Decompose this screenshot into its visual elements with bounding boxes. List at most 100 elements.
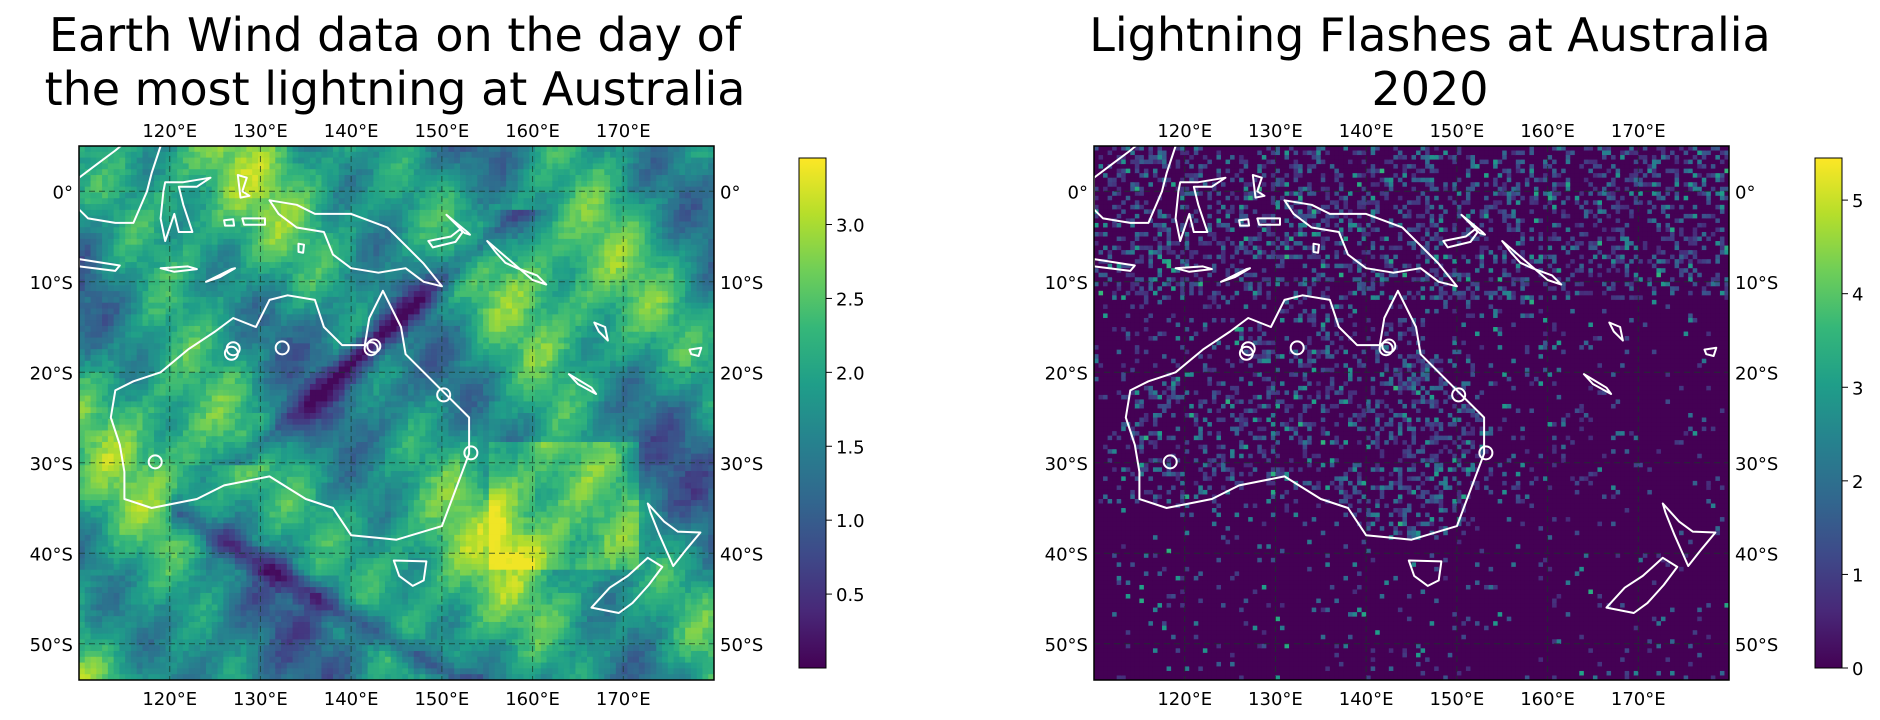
coastline-newireland [1460,213,1486,236]
y-tick-label-right: 10°S [720,273,763,294]
y-tick-label-right: 20°S [1735,363,1778,384]
colorbar-tick-label: 2.5 [836,289,865,310]
coastline-buru [1238,218,1251,227]
lake-outline [366,338,382,354]
map-frame [1093,145,1730,681]
x-tick-label-top: 140°E [1339,121,1394,142]
y-tick-label-left: 40°S [30,544,73,565]
x-tick-label-bottom: 170°E [1611,689,1666,710]
coastline-java [1094,258,1136,272]
coastline-sulawesi [1174,176,1227,242]
heatmap-cells [1094,146,1729,680]
coastline-newcal [1582,373,1613,395]
coastline-flores [1174,265,1213,273]
y-tick-label-left: 0° [53,182,73,203]
coastline-fiji [1703,346,1718,357]
x-tick-label-top: 150°E [414,121,469,142]
coastline-nz_south [590,556,664,614]
x-tick-label-bottom: 160°E [505,689,560,710]
x-tick-label-top: 160°E [1520,121,1575,142]
lake-outline [223,345,239,361]
y-tick-label-left: 30°S [30,454,73,475]
x-tick-label-top: 140°E [324,121,379,142]
y-tick-label-left: 50°S [30,635,73,656]
x-tick-label-bottom: 160°E [1520,689,1575,710]
coastline-halmahera [236,174,251,199]
left-title-line-1: Earth Wind data on the day of [0,8,790,62]
x-tick-label-bottom: 120°E [142,689,197,710]
lake-outline [1238,345,1254,361]
colorbar-tick-label: 1.5 [836,437,865,458]
coastline-flores [159,265,198,273]
lake-outline [1478,445,1494,461]
lake-outline [463,445,479,461]
coastline-vanuatu [1608,321,1624,342]
lake-outline [274,340,290,356]
y-tick-label-left: 10°S [30,273,73,294]
x-tick-label-bottom: 120°E [1157,689,1212,710]
colorbar: 0.5 1.0 1.5 2.0 2.5 3.0 [798,157,865,669]
colorbar-tick-label: 5 [1852,191,1863,212]
lake-outline [1289,340,1305,356]
lake-outline [1451,387,1467,403]
colorbar-tick-label: 3 [1852,378,1863,399]
x-tick-label-bottom: 150°E [414,689,469,710]
x-tick-label-top: 170°E [1611,121,1666,142]
coastline-aru [1312,242,1320,254]
x-tick-label-top: 120°E [1157,121,1212,142]
left-chart-title: Earth Wind data on the day of the most l… [0,8,790,116]
x-tick-label-bottom: 140°E [1339,689,1394,710]
coastline-tasmania [1407,559,1443,587]
y-tick-label-right: 50°S [1735,635,1778,656]
gridlines [79,146,714,680]
x-tick-label-bottom: 170°E [596,689,651,710]
coastline-australia [1124,289,1486,541]
coastlines [1094,146,1718,614]
x-tick-label-top: 120°E [142,121,197,142]
lake-outline [436,387,452,403]
y-tick-label-left: 0° [1068,182,1088,203]
colorbar-gradient [1814,157,1843,669]
coastline-halmahera [1251,174,1266,199]
coastline-newireland [445,213,471,236]
y-tick-label-left: 40°S [1045,544,1088,565]
coastline-borneo [1094,146,1177,224]
left-title-line-2: the most lightning at Australia [0,62,790,116]
colorbar: 0 1 2 3 4 5 [1814,157,1863,680]
coastline-newguinea [268,199,443,288]
colorbar-tick-label: 1 [1852,565,1863,586]
lake-outline [1378,341,1394,357]
x-tick-label-bottom: 130°E [1248,689,1303,710]
coastline-sulawesi [159,176,212,242]
y-tick-label-left: 30°S [1045,454,1088,475]
right-chart-title: Lightning Flashes at Australia 2020 [1015,8,1845,116]
map-frame [78,145,715,681]
colorbar-tick-label: 1.0 [836,511,865,532]
heatmap-cells [79,146,714,680]
y-tick-label-right: 30°S [1735,454,1778,475]
wind-map-panel: 120°E 120°E 130°E 130°E 140°E 140°E 150°E 150°E… [30,121,865,710]
coastline-java [79,258,121,272]
y-tick-label-right: 30°S [720,454,763,475]
lightning-map-panel: 120°E 120°E 130°E 130°E 140°E 140°E 150°E 150°E… [1045,121,1864,710]
lake-outline [1162,454,1178,470]
colorbar-tick-label: 0 [1852,659,1863,680]
x-tick-label-top: 130°E [233,121,288,142]
x-tick-label-top: 130°E [1248,121,1303,142]
x-tick-label-top: 150°E [1429,121,1484,142]
colorbar-tick-label: 2.0 [836,363,865,384]
y-tick-label-right: 10°S [1735,273,1778,294]
coastline-aru [297,242,305,254]
x-tick-label-bottom: 140°E [324,689,379,710]
coastline-nz_south [1605,556,1679,614]
colorbar-gradient [798,157,827,669]
lake-outline [1381,338,1397,354]
coastline-tasmania [392,559,428,587]
coastline-newguinea [1283,199,1458,288]
coastline-borneo [79,146,162,224]
y-tick-label-left: 20°S [30,363,73,384]
coastline-vanuatu [593,321,609,342]
y-tick-label-left: 10°S [1045,273,1088,294]
y-tick-label-right: 40°S [1735,544,1778,565]
coastline-nz_north [1661,502,1717,567]
